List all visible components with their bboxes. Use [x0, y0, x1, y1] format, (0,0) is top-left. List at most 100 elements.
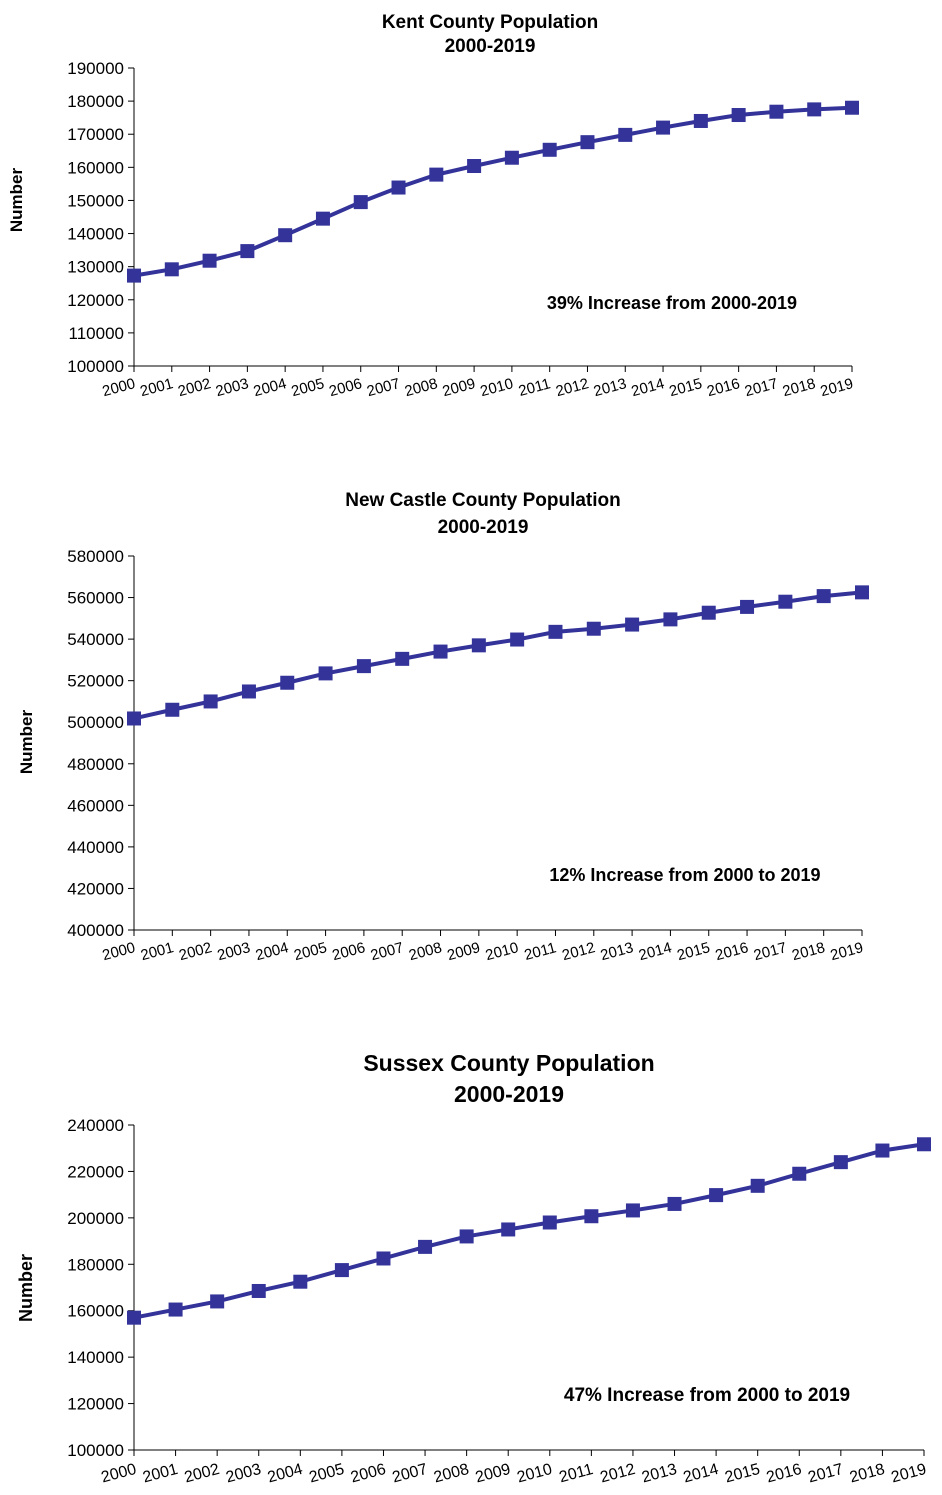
data-point — [769, 104, 784, 119]
x-tick-label: 2010 — [478, 375, 515, 400]
data-point — [875, 1143, 890, 1158]
data-point — [240, 244, 255, 259]
increase-annotation: 12% Increase from 2000 to 2019 — [549, 865, 820, 885]
data-point — [816, 589, 831, 604]
data-point — [667, 1196, 682, 1211]
y-tick-label: 140000 — [67, 225, 124, 244]
data-point — [663, 612, 678, 627]
data-point — [164, 262, 179, 277]
data-point — [833, 1155, 848, 1170]
x-tick-label: 2006 — [349, 1461, 388, 1487]
x-tick-label: 2017 — [806, 1461, 845, 1487]
data-point — [168, 1302, 183, 1317]
y-tick-label: 400000 — [67, 921, 124, 940]
chart-title: Kent County Population — [382, 12, 598, 33]
y-tick-label: 100000 — [67, 357, 124, 376]
x-tick-label: 2012 — [554, 375, 591, 400]
x-tick-label: 2015 — [667, 375, 704, 400]
x-tick-label: 2007 — [390, 1461, 429, 1487]
data-point — [433, 644, 448, 659]
x-tick-label: 2004 — [252, 375, 289, 400]
data-point — [542, 1215, 557, 1230]
x-tick-label: 2009 — [445, 939, 482, 964]
data-point — [471, 638, 486, 653]
x-tick-label: 2000 — [101, 939, 138, 964]
y-tick-label: 140000 — [67, 1348, 124, 1367]
x-tick-label: 2012 — [598, 1461, 637, 1487]
data-point — [315, 211, 330, 226]
data-point — [580, 135, 595, 150]
data-point — [750, 1178, 765, 1193]
data-point — [210, 1294, 225, 1309]
y-tick-label: 460000 — [67, 796, 124, 815]
x-tick-label: 2007 — [369, 939, 406, 964]
data-point — [845, 100, 859, 115]
x-tick-label: 2005 — [289, 375, 326, 400]
chart-subtitle: 2000-2019 — [454, 1081, 564, 1107]
data-point — [584, 1209, 599, 1224]
x-tick-label: 2002 — [177, 939, 214, 964]
x-tick-label: 2013 — [599, 939, 636, 964]
sussex-chart: Sussex County Population 2000-2019 Numbe… — [0, 1040, 942, 1495]
increase-annotation: 47% Increase from 2000 to 2019 — [564, 1385, 850, 1406]
x-tick-label: 2011 — [523, 939, 559, 964]
data-point — [731, 108, 746, 123]
data-point — [376, 1251, 391, 1266]
chart-title: New Castle County Population — [345, 490, 621, 511]
data-point — [318, 666, 333, 681]
x-tick-label: 2005 — [307, 1461, 346, 1487]
x-tick-label: 2001 — [141, 1461, 180, 1487]
data-point — [280, 675, 295, 690]
x-tick-label: 2003 — [214, 375, 251, 400]
y-tick-label: 100000 — [67, 1441, 124, 1460]
data-point — [202, 253, 217, 268]
kent-chart: Kent County Population 2000-2019 Number … — [0, 0, 942, 420]
data-point — [334, 1263, 349, 1278]
data-point — [241, 684, 256, 699]
data-point — [251, 1283, 266, 1298]
y-tick-label: 180000 — [67, 92, 124, 111]
x-tick-label: 2000 — [99, 1461, 138, 1487]
x-tick-label: 2004 — [266, 1461, 305, 1487]
x-tick-label: 2015 — [675, 939, 712, 964]
x-tick-label: 2015 — [723, 1461, 762, 1487]
x-tick-label: 2010 — [484, 939, 521, 964]
plot-area: 100000 110000 120000 130000 140000 150000 1600… — [67, 59, 859, 400]
y-tick-label: 220000 — [67, 1162, 124, 1181]
data-point — [618, 127, 633, 142]
y-tick-label: 190000 — [67, 59, 124, 78]
x-tick-label: 2014 — [682, 1461, 721, 1487]
data-point — [459, 1229, 474, 1244]
y-tick-label: 560000 — [67, 589, 124, 608]
y-tick-label: 150000 — [67, 191, 124, 210]
data-point — [855, 585, 869, 600]
data-point — [278, 228, 293, 243]
data-point — [429, 167, 444, 182]
x-tick-label: 2004 — [254, 939, 291, 964]
x-tick-label: 2003 — [224, 1461, 263, 1487]
x-tick-label: 2014 — [630, 375, 667, 400]
y-axis-label: Number — [16, 1254, 36, 1322]
x-tick-label: 2009 — [474, 1461, 513, 1487]
plot-area: 100000 120000 140000 160000 180000 200000 2200… — [67, 1116, 931, 1486]
data-point — [542, 142, 557, 157]
data-point — [510, 632, 525, 647]
x-tick-label: 2001 — [138, 375, 175, 400]
data-point — [165, 702, 180, 717]
data-point — [625, 617, 640, 632]
x-tick-label: 2013 — [592, 375, 629, 400]
data-point — [693, 113, 708, 128]
new-castle-chart-svg: New Castle County Population 2000-2019 N… — [17, 490, 869, 964]
chart-title: Sussex County Population — [363, 1050, 654, 1076]
data-point — [701, 605, 716, 620]
y-axis-label: Number — [17, 710, 36, 775]
x-tick-label: 2017 — [743, 375, 780, 400]
x-tick-label: 2018 — [848, 1461, 887, 1487]
data-point — [625, 1203, 640, 1218]
y-tick-label: 500000 — [67, 713, 124, 732]
data-point — [127, 711, 141, 726]
y-tick-label: 130000 — [67, 258, 124, 277]
x-tick-label: 2009 — [441, 375, 478, 400]
x-tick-label: 2011 — [557, 1461, 595, 1486]
y-tick-label: 520000 — [67, 672, 124, 691]
